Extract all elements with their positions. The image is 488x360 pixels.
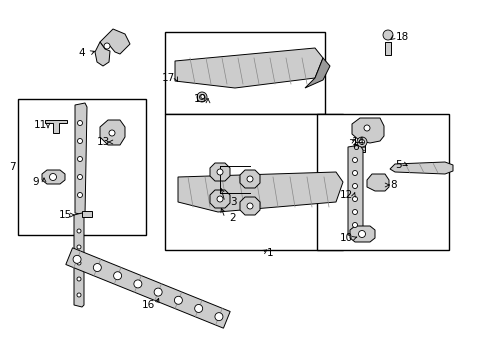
Polygon shape bbox=[305, 58, 329, 88]
Circle shape bbox=[113, 272, 122, 280]
Circle shape bbox=[77, 245, 81, 249]
Circle shape bbox=[49, 174, 57, 180]
Polygon shape bbox=[95, 42, 110, 66]
Circle shape bbox=[356, 137, 366, 147]
Polygon shape bbox=[42, 170, 65, 184]
Polygon shape bbox=[45, 120, 67, 133]
Text: 16: 16 bbox=[141, 300, 154, 310]
Polygon shape bbox=[209, 190, 229, 208]
Polygon shape bbox=[75, 103, 87, 215]
Polygon shape bbox=[389, 162, 452, 174]
Circle shape bbox=[77, 139, 82, 144]
Circle shape bbox=[73, 255, 81, 264]
Text: 1: 1 bbox=[266, 248, 273, 258]
Bar bbox=[359, 142, 364, 152]
Text: 7: 7 bbox=[9, 162, 15, 172]
Circle shape bbox=[352, 171, 357, 175]
Text: 14: 14 bbox=[351, 137, 364, 147]
Text: 9: 9 bbox=[33, 177, 39, 187]
Circle shape bbox=[77, 157, 82, 162]
Polygon shape bbox=[100, 120, 125, 145]
Polygon shape bbox=[178, 172, 342, 212]
Polygon shape bbox=[66, 248, 230, 328]
Text: 17: 17 bbox=[161, 73, 174, 83]
Circle shape bbox=[217, 169, 223, 175]
Polygon shape bbox=[240, 170, 260, 188]
Circle shape bbox=[77, 277, 81, 281]
Polygon shape bbox=[349, 226, 374, 242]
Polygon shape bbox=[366, 174, 388, 191]
Circle shape bbox=[352, 184, 357, 189]
Circle shape bbox=[352, 197, 357, 202]
Text: 12: 12 bbox=[339, 190, 352, 200]
Bar bbox=[164, 114, 342, 250]
Circle shape bbox=[77, 175, 82, 180]
Circle shape bbox=[93, 264, 101, 271]
Text: 13: 13 bbox=[96, 137, 109, 147]
Polygon shape bbox=[347, 145, 362, 237]
Polygon shape bbox=[209, 163, 229, 181]
Text: 18: 18 bbox=[395, 32, 408, 42]
Circle shape bbox=[174, 296, 182, 304]
Bar bbox=[18, 99, 146, 235]
Text: 5: 5 bbox=[394, 160, 401, 170]
Text: 15: 15 bbox=[58, 210, 71, 220]
Text: 3: 3 bbox=[229, 197, 236, 207]
Circle shape bbox=[246, 203, 252, 209]
Bar bbox=[164, 32, 325, 114]
Circle shape bbox=[215, 312, 223, 321]
Circle shape bbox=[359, 139, 364, 144]
Circle shape bbox=[104, 43, 110, 49]
Bar bbox=[316, 114, 448, 250]
Text: 11: 11 bbox=[33, 120, 46, 130]
Circle shape bbox=[352, 210, 357, 215]
Text: 6: 6 bbox=[352, 142, 359, 152]
Circle shape bbox=[246, 176, 252, 182]
Bar bbox=[384, 42, 390, 55]
Circle shape bbox=[154, 288, 162, 296]
Circle shape bbox=[194, 305, 202, 312]
Circle shape bbox=[77, 229, 81, 233]
Polygon shape bbox=[74, 213, 84, 307]
Text: 4: 4 bbox=[79, 48, 85, 58]
Circle shape bbox=[217, 196, 223, 202]
Circle shape bbox=[352, 222, 357, 228]
Circle shape bbox=[358, 230, 365, 238]
Polygon shape bbox=[100, 29, 130, 54]
Polygon shape bbox=[175, 48, 323, 88]
Text: 19: 19 bbox=[193, 94, 206, 104]
Circle shape bbox=[363, 125, 369, 131]
Circle shape bbox=[199, 94, 204, 99]
Text: 8: 8 bbox=[390, 180, 397, 190]
Circle shape bbox=[197, 92, 206, 102]
Circle shape bbox=[77, 261, 81, 265]
Text: 2: 2 bbox=[229, 213, 236, 223]
Circle shape bbox=[77, 193, 82, 198]
Polygon shape bbox=[240, 197, 260, 215]
Circle shape bbox=[382, 30, 392, 40]
Polygon shape bbox=[351, 118, 383, 143]
Circle shape bbox=[352, 157, 357, 162]
Circle shape bbox=[134, 280, 142, 288]
Circle shape bbox=[77, 121, 82, 126]
Polygon shape bbox=[82, 211, 92, 217]
Circle shape bbox=[77, 293, 81, 297]
Text: 10: 10 bbox=[339, 233, 352, 243]
Circle shape bbox=[109, 130, 115, 136]
